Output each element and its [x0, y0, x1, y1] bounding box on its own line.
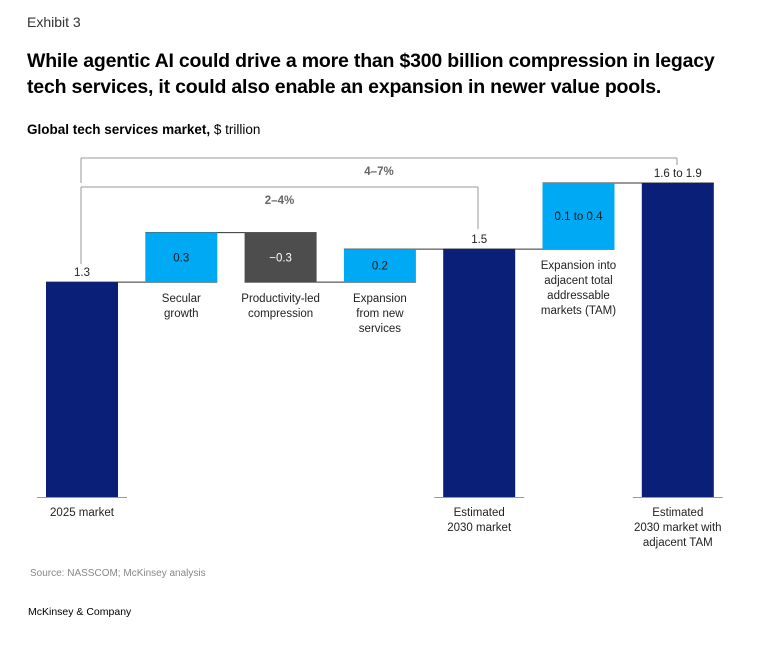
category-label: adjacent total	[544, 275, 612, 287]
category-label: markets (TAM)	[541, 305, 616, 317]
category-label: services	[359, 323, 401, 335]
delta-value-label: 0.1 to 0.4	[555, 211, 604, 223]
brand-logo-text: McKinsey & Company	[28, 606, 132, 618]
bar-total	[443, 249, 516, 497]
bar-decrease	[244, 232, 317, 283]
exhibit-label: Exhibit 3	[27, 14, 81, 30]
category-label: 2030 market with	[634, 522, 722, 534]
total-value-label: 1.6 to 1.9	[654, 168, 702, 180]
bracket-cagr-label: 4–7%	[364, 166, 393, 178]
category-label: addressable	[547, 290, 610, 302]
source-note: Source: NASSCOM; McKinsey analysis	[30, 568, 206, 579]
delta-value-label: 0.2	[372, 261, 388, 273]
category-label: adjacent TAM	[643, 537, 713, 549]
subtitle-metric: Global tech services market,	[27, 122, 211, 137]
category-label: Productivity-led	[241, 293, 320, 305]
delta-value-label: 0.3	[173, 252, 189, 264]
delta-value-label: −0.3	[269, 252, 292, 264]
bar-increase	[343, 249, 416, 283]
category-label: Expansion	[353, 293, 407, 305]
bar-increase	[145, 232, 218, 283]
category-label: 2025 market	[50, 507, 115, 519]
category-label: growth	[164, 308, 199, 320]
category-label: compression	[248, 308, 313, 320]
subtitle-unit: $ trillion	[213, 122, 261, 137]
bar-total	[46, 282, 118, 497]
bar-total	[641, 183, 714, 497]
category-label: from new	[356, 308, 404, 320]
category-label: Estimated	[652, 507, 703, 519]
bracket-cagr-label: 2–4%	[265, 195, 294, 207]
category-label: 2030 market	[447, 522, 512, 534]
category-label: Secular	[162, 293, 201, 305]
chart-subtitle: Global tech services market, $ trillion	[27, 122, 260, 137]
bar-increase	[542, 183, 615, 250]
total-value-label: 1.3	[74, 267, 90, 279]
category-label: Estimated	[454, 507, 505, 519]
category-label: Expansion into	[541, 260, 616, 272]
total-value-label: 1.5	[471, 234, 487, 246]
chart-title: While agentic AI could drive a more than…	[27, 50, 715, 98]
